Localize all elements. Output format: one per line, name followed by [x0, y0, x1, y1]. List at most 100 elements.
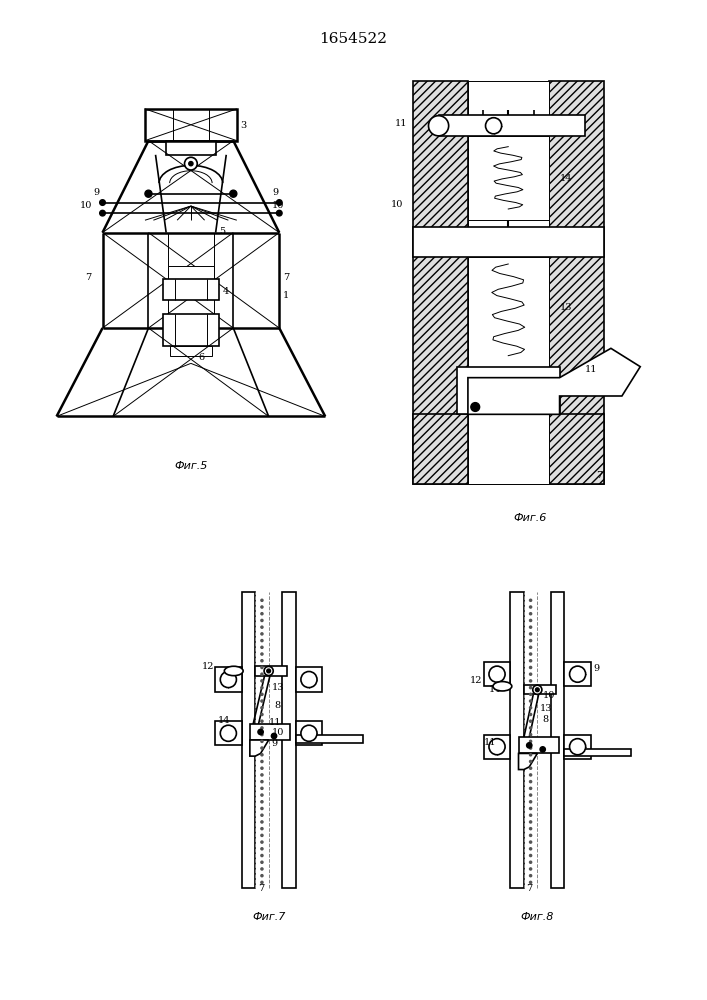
Circle shape — [261, 734, 263, 736]
Circle shape — [530, 693, 532, 695]
Bar — [551, 592, 564, 888]
Bar — [163, 279, 219, 300]
Text: 13: 13 — [540, 704, 552, 713]
Bar — [215, 721, 242, 745]
Circle shape — [261, 781, 263, 783]
Text: 11: 11 — [585, 365, 597, 374]
Circle shape — [261, 660, 263, 662]
Circle shape — [145, 190, 152, 197]
Circle shape — [530, 640, 532, 642]
Text: 10: 10 — [80, 201, 92, 210]
Circle shape — [530, 727, 532, 729]
Circle shape — [261, 861, 263, 863]
Bar — [549, 414, 604, 484]
Circle shape — [530, 626, 532, 628]
Circle shape — [261, 787, 263, 789]
Bar — [168, 266, 214, 279]
Text: Фиг.6: Фиг.6 — [513, 513, 547, 523]
Circle shape — [276, 210, 282, 216]
Circle shape — [570, 666, 585, 682]
Text: 9: 9 — [93, 188, 100, 197]
Circle shape — [530, 734, 532, 736]
Bar — [250, 724, 290, 740]
Circle shape — [221, 725, 236, 741]
Text: 3: 3 — [240, 121, 247, 130]
Text: 9: 9 — [594, 664, 600, 673]
Bar — [564, 735, 591, 759]
Circle shape — [261, 713, 263, 716]
Circle shape — [530, 875, 532, 877]
Circle shape — [261, 834, 263, 836]
Circle shape — [530, 760, 532, 763]
Circle shape — [530, 861, 532, 863]
Text: 5: 5 — [219, 227, 226, 236]
Circle shape — [261, 673, 263, 675]
Circle shape — [261, 794, 263, 796]
Text: 12: 12 — [470, 676, 483, 685]
Circle shape — [530, 713, 532, 716]
Bar — [170, 346, 212, 356]
Text: 10: 10 — [272, 201, 285, 210]
Circle shape — [261, 666, 263, 669]
Circle shape — [261, 633, 263, 635]
Circle shape — [530, 881, 532, 883]
Text: Фиг.8: Фиг.8 — [520, 912, 554, 922]
Text: 13: 13 — [271, 683, 284, 692]
Circle shape — [271, 733, 276, 739]
Circle shape — [261, 767, 263, 769]
Circle shape — [261, 774, 263, 776]
Text: 14: 14 — [489, 685, 501, 694]
Text: 8: 8 — [543, 715, 549, 724]
Bar — [549, 81, 604, 484]
Circle shape — [530, 700, 532, 702]
Circle shape — [261, 619, 263, 622]
Circle shape — [530, 599, 532, 601]
Circle shape — [535, 688, 539, 692]
Text: 13: 13 — [559, 303, 572, 312]
Polygon shape — [468, 348, 641, 414]
Text: 10: 10 — [271, 728, 284, 737]
Text: 4: 4 — [223, 287, 229, 296]
Circle shape — [530, 653, 532, 655]
Circle shape — [261, 875, 263, 877]
Circle shape — [261, 754, 263, 756]
Bar — [468, 414, 549, 484]
Circle shape — [530, 834, 532, 836]
Circle shape — [261, 881, 263, 883]
Circle shape — [261, 821, 263, 823]
Circle shape — [261, 854, 263, 857]
Circle shape — [261, 700, 263, 702]
Bar — [468, 81, 549, 484]
Circle shape — [489, 739, 505, 755]
Circle shape — [261, 720, 263, 722]
Circle shape — [530, 781, 532, 783]
Text: 11: 11 — [395, 119, 407, 128]
Bar — [413, 227, 604, 257]
Circle shape — [261, 640, 263, 642]
Circle shape — [530, 814, 532, 816]
Circle shape — [261, 848, 263, 850]
Circle shape — [530, 660, 532, 662]
Circle shape — [489, 666, 505, 682]
Text: 7: 7 — [527, 884, 533, 893]
Text: 11: 11 — [269, 718, 281, 727]
Text: 1: 1 — [283, 291, 289, 300]
Circle shape — [261, 613, 263, 615]
Circle shape — [570, 739, 585, 755]
Text: 14: 14 — [559, 174, 572, 183]
Polygon shape — [250, 740, 269, 756]
Text: 9: 9 — [271, 739, 277, 748]
Circle shape — [100, 200, 105, 205]
Circle shape — [530, 707, 532, 709]
Text: 1654522: 1654522 — [320, 32, 387, 46]
Polygon shape — [518, 753, 537, 770]
Circle shape — [530, 673, 532, 675]
Bar — [524, 685, 556, 694]
Circle shape — [189, 162, 193, 166]
Circle shape — [301, 671, 317, 688]
Ellipse shape — [428, 116, 449, 136]
Circle shape — [530, 828, 532, 830]
Circle shape — [261, 680, 263, 682]
Circle shape — [530, 619, 532, 622]
Circle shape — [530, 774, 532, 776]
